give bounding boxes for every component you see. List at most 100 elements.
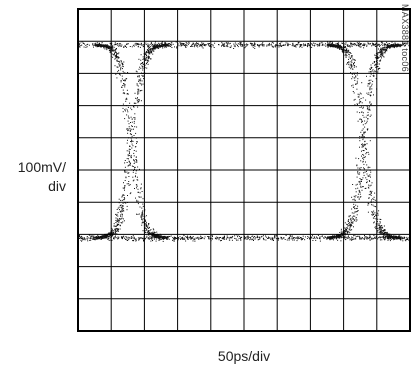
eye-trace-sample [363,132,365,134]
eye-trace-sample [387,233,389,235]
eye-trace-sample [157,46,159,48]
eye-trace-sample [291,238,293,240]
eye-trace-sample [268,42,270,44]
eye-trace-sample [390,236,392,238]
eye-trace-sample [377,231,379,233]
eye-trace-sample [287,45,289,47]
eye-trace-sample [361,179,363,180]
eye-trace-sample [83,238,85,240]
eye-trace-sample [123,83,125,85]
eye-trace-sample [218,237,220,238]
eye-trace-sample [117,238,118,240]
eye-trace-sample [404,42,406,44]
eye-trace-sample [241,44,243,45]
eye-trace-sample [237,45,238,46]
eye-trace-sample [367,107,369,109]
eye-trace-sample [116,225,118,226]
eye-trace-sample [340,48,342,50]
eye-trace-sample [114,229,116,231]
eye-trace-sample [127,115,129,117]
eye-trace-sample [398,238,400,240]
eye-trace-sample [123,220,125,222]
eye-trace-sample [383,48,385,50]
eye-trace-sample [355,76,357,78]
eye-trace-sample [89,234,91,236]
eye-trace-sample [96,236,97,238]
eye-trace-sample [381,54,383,56]
eye-trace-sample [148,57,150,59]
eye-trace-sample [137,166,139,168]
eye-trace-sample [83,46,85,48]
eye-trace-sample [387,235,389,237]
eye-trace-sample [185,44,187,46]
eye-trace-sample [329,236,331,238]
eye-trace-sample [338,46,339,48]
eye-trace-sample [151,48,153,50]
eye-trace-sample [353,203,355,205]
eye-trace-sample [350,55,352,57]
eye-trace-sample [366,120,368,122]
eye-trace-sample [101,238,103,240]
eye-trace-sample [361,106,362,108]
eye-trace-sample [99,43,100,45]
eye-trace-sample [384,48,386,50]
eye-trace-sample [129,193,131,195]
eye-trace-sample [363,136,365,138]
eye-trace-sample [348,64,350,66]
eye-trace-sample [118,65,120,67]
eye-trace-sample [184,238,186,240]
eye-trace-sample [130,129,132,131]
eye-trace-sample [132,235,134,237]
eye-trace-sample [401,238,403,240]
eye-trace-sample [317,45,319,47]
eye-trace-sample [353,62,354,64]
eye-trace-sample [115,225,116,227]
eye-trace-sample [337,236,339,238]
eye-trace-sample [316,237,318,239]
eye-trace-sample [351,61,353,63]
eye-trace-sample [403,237,405,239]
eye-trace-sample [133,238,135,240]
eye-trace-sample [141,89,143,91]
eye-trace-sample [363,133,365,135]
eye-trace-sample [109,46,111,47]
eye-trace-sample [177,237,179,238]
eye-trace-sample [277,238,279,240]
eye-trace-sample [148,224,150,226]
eye-trace-sample [291,45,293,47]
eye-trace-sample [123,194,125,196]
eye-trace-sample [116,221,118,223]
eye-trace-sample [131,165,133,167]
eye-trace-sample [275,44,277,46]
eye-trace-sample [356,235,358,237]
eye-trace-sample [364,141,366,143]
eye-trace-sample [164,43,166,45]
eye-trace-sample [374,199,376,201]
eye-trace-sample [270,238,272,240]
eye-trace-sample [151,235,153,237]
eye-trace-sample [363,150,365,152]
eye-trace-sample [347,49,349,51]
eye-trace-sample [301,239,303,241]
eye-trace-sample [367,43,369,45]
eye-trace-sample [353,44,355,46]
eye-trace-sample [372,211,374,213]
eye-trace-sample [129,163,131,165]
eye-trace-sample [362,97,364,99]
eye-trace-sample [134,113,136,115]
eye-trace-sample [151,45,153,47]
eye-trace-sample [304,239,306,241]
eye-trace-sample [306,45,308,47]
eye-trace-sample [147,55,149,57]
eye-trace-sample [234,44,236,46]
eye-trace-sample [131,133,132,135]
eye-trace-sample [362,145,364,146]
eye-trace-sample [278,238,280,240]
eye-trace-sample [201,43,203,45]
eye-trace-sample [131,143,133,145]
eye-trace-sample [127,43,129,45]
eye-trace-sample [122,65,124,67]
eye-trace-sample [193,238,195,240]
eye-trace-sample [128,150,130,152]
eye-trace-sample [359,46,361,48]
